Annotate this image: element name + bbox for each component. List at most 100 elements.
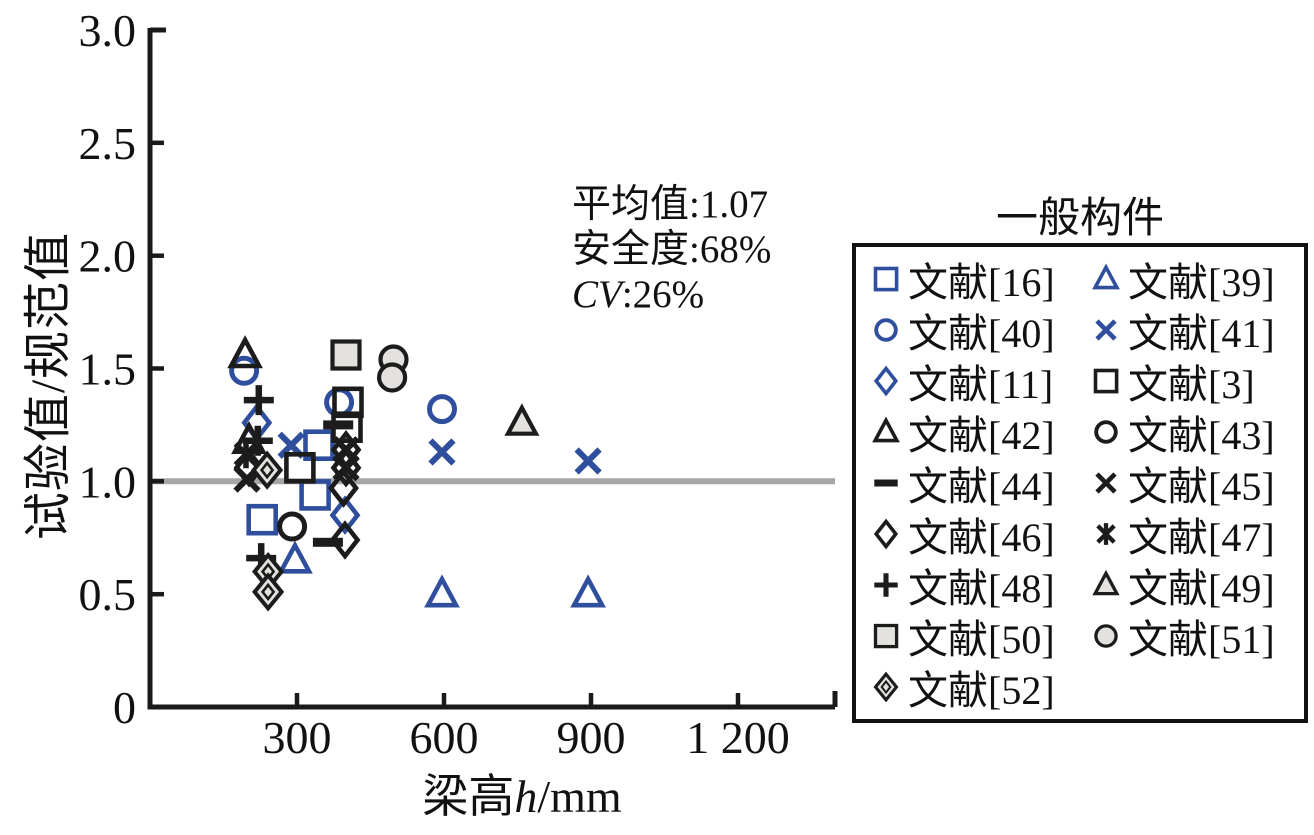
legend-item-16: 文献[52]: [864, 661, 1084, 713]
legend-marker-icon: [1084, 260, 1128, 298]
legend-item-label: 文献[51]: [1128, 616, 1275, 662]
legend-item-14: 文献[50]: [864, 610, 1084, 662]
scatter-point-ref15: [377, 362, 408, 393]
scatter-point-ref1: [570, 574, 606, 608]
x-axis-label-unit: /mm: [537, 771, 622, 822]
stats-safety: 安全度:68%: [572, 228, 772, 271]
scatter-point-ref12: [242, 425, 273, 456]
legend-marker-icon: [1084, 464, 1128, 502]
legend-item-label: 文献[11]: [908, 361, 1054, 407]
legend-item-label: 文献[52]: [908, 667, 1055, 713]
scatter-point-ref2: [324, 387, 355, 418]
legend-item-label: 文献[49]: [1128, 565, 1275, 611]
legend-marker-icon: [1084, 617, 1128, 655]
legend-marker-icon: [1084, 362, 1128, 400]
scatter-point-ref3: [574, 447, 602, 475]
svg-text:600: 600: [410, 712, 479, 763]
scatter-point-ref16: [252, 572, 285, 612]
legend-item-13: 文献[49]: [1084, 559, 1304, 611]
stats-mean: 平均值:1.07: [572, 183, 769, 226]
legend-item-label: 文献[46]: [908, 514, 1055, 560]
svg-text:3.0: 3.0: [79, 5, 137, 56]
scatter-point-ref4: [329, 495, 361, 535]
legend-marker-icon: [1084, 566, 1128, 604]
scatter-point-ref0: [246, 503, 279, 536]
scatter-point-ref0: [299, 479, 331, 511]
legend: 文献[16] 文献[39] 文献[40] 文献[41] 文献[11] 文献[3] 文献[42…: [852, 243, 1308, 723]
legend-item-label: 文献[3]: [1128, 361, 1255, 407]
scatter-point-ref16: [251, 450, 284, 490]
legend-item-label: 文献[41]: [1128, 310, 1275, 356]
scatter-point-ref0: [303, 429, 335, 462]
x-axis-label-prefix: 梁高: [422, 771, 515, 822]
legend-item-label: 文献[50]: [908, 616, 1055, 662]
legend-item-15: 文献[51]: [1084, 610, 1304, 662]
legend-marker-icon: [864, 362, 908, 400]
scatter-point-ref10: [330, 448, 362, 488]
scatter-point-ref2: [427, 394, 457, 425]
legend-item-2: 文献[40]: [864, 304, 1084, 356]
svg-text:2.0: 2.0: [79, 231, 137, 282]
legend-item-8: 文献[44]: [864, 457, 1084, 509]
legend-item-label: 文献[40]: [908, 310, 1055, 356]
legend-marker-icon: [864, 668, 908, 706]
legend-item-label: 文献[42]: [908, 412, 1055, 458]
legend-item-1: 文献[39]: [1084, 253, 1304, 305]
legend-item-9: 文献[45]: [1084, 457, 1304, 509]
y-axis-label: 试验值/规范值: [22, 231, 75, 541]
scatter-point-ref1: [424, 574, 460, 608]
scatter-point-ref6: [227, 335, 263, 369]
legend-marker-icon: [864, 515, 908, 553]
cv-value: :26%: [621, 273, 705, 316]
legend-item-10: 文献[46]: [864, 508, 1084, 560]
svg-text:1.5: 1.5: [79, 344, 137, 395]
legend-item-11: 文献[47]: [1084, 508, 1304, 560]
legend-item-label: 文献[16]: [908, 259, 1055, 305]
legend-marker-icon: [864, 617, 908, 655]
legend-item-0: 文献[16]: [864, 253, 1084, 305]
legend-marker-icon: [1084, 413, 1128, 451]
scatter-point-ref3: [428, 438, 456, 466]
legend-title: 一般构件: [995, 196, 1164, 242]
svg-text:0: 0: [113, 682, 136, 733]
scatter-point-ref8: [323, 420, 354, 430]
svg-text:900: 900: [557, 712, 626, 763]
scatter-point-ref8: [312, 537, 343, 547]
legend-item-12: 文献[48]: [864, 559, 1084, 611]
stats-annotation: 平均值:1.07 安全度:68% CV:26%: [572, 182, 771, 317]
legend-item-label: 文献[45]: [1128, 463, 1275, 509]
svg-text:1 200: 1 200: [686, 712, 790, 763]
svg-text:300: 300: [263, 712, 332, 763]
legend-item-label: 文献[44]: [908, 463, 1055, 509]
legend-marker-icon: [1084, 515, 1128, 553]
legend-marker-icon: [1084, 311, 1128, 349]
scatter-point-ref10: [329, 520, 361, 560]
legend-item-6: 文献[42]: [864, 406, 1084, 458]
legend-item-label: 文献[48]: [908, 565, 1055, 611]
legend-item-7: 文献[43]: [1084, 406, 1304, 458]
legend-item-label: 文献[47]: [1128, 514, 1275, 560]
x-axis-label-variable: h: [514, 771, 538, 822]
scatter-point-ref7: [277, 511, 308, 542]
x-axis-label: 梁高h/mm: [372, 760, 672, 826]
scatter-point-ref14: [330, 339, 362, 371]
legend-item-label: 文献[39]: [1128, 259, 1275, 305]
cv-label: CV: [572, 273, 622, 316]
legend-item-4: 文献[11]: [864, 355, 1084, 407]
legend-item-3: 文献[41]: [1084, 304, 1304, 356]
scatter-point-ref10: [328, 468, 359, 508]
legend-marker-icon: [864, 311, 908, 349]
scatter-point-ref2: [229, 355, 260, 386]
legend-marker-icon: [864, 464, 908, 502]
scatter-point-ref1: [277, 540, 313, 574]
svg-text:1.0: 1.0: [79, 456, 137, 507]
scatter-point-ref11: [233, 440, 259, 469]
legend-marker-icon: [864, 566, 908, 604]
legend-marker-icon: [864, 413, 908, 451]
legend-marker-icon: [864, 260, 908, 298]
legend-item-label: 文献[43]: [1128, 412, 1275, 458]
scatter-point-ref13: [504, 403, 540, 436]
svg-text:2.5: 2.5: [79, 118, 137, 169]
